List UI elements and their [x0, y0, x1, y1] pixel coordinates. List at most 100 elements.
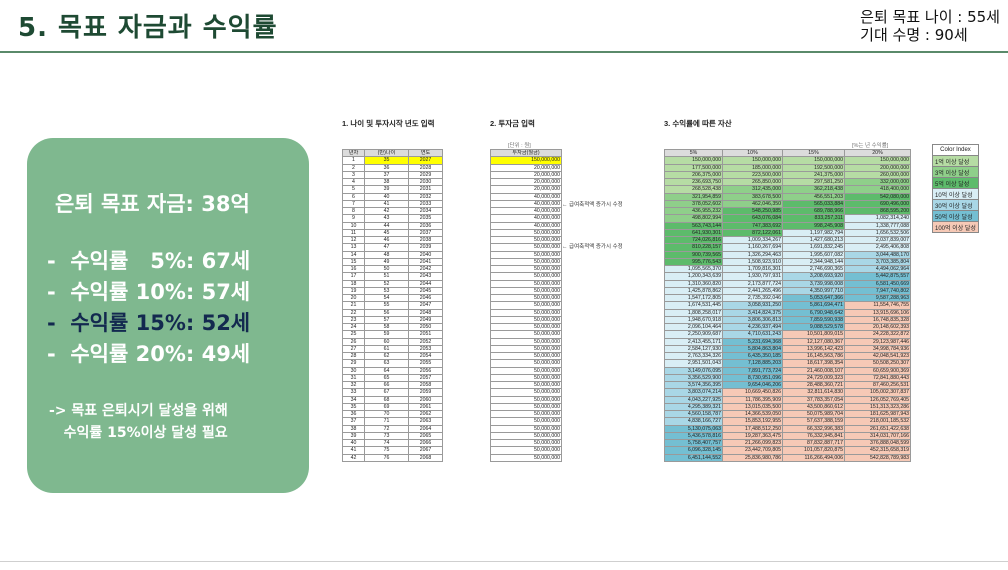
- table-row: 25 59 2051: [342, 330, 443, 339]
- cell-investment: 50,000,000: [490, 315, 562, 325]
- cell-asset-value: 236,693,750: [664, 177, 723, 187]
- title-divider: [0, 51, 1008, 53]
- cell-year: 2065: [408, 431, 443, 441]
- cell-asset-value: 9,654,046,206: [722, 380, 783, 390]
- cell-age: 55: [364, 301, 409, 310]
- cell-age: 66: [364, 380, 409, 390]
- cell-asset-value: 32,811,614,830: [782, 388, 845, 397]
- cell-investment: 50,000,000: [490, 250, 562, 259]
- cell-asset-value: 314,031,707,166: [844, 431, 911, 441]
- cell-asset-value: 20,148,602,393: [844, 322, 911, 332]
- cell-year-index: 36: [342, 409, 365, 419]
- table-row: 4,560,158,787 14,366,539,050 50,075,989,70…: [664, 409, 911, 419]
- table-row: 50,000,000: [490, 308, 562, 317]
- cell-age: 54: [364, 293, 409, 303]
- table-row: 50,000,000: [490, 279, 562, 288]
- cell-investment: 50,000,000: [490, 402, 562, 412]
- cell-investment: 50,000,000: [490, 322, 562, 332]
- table-row: 2 36 2028: [342, 163, 443, 172]
- cell-asset-value: 1,197,982,794: [782, 228, 845, 238]
- cell-asset-value: 9,088,529,578: [782, 322, 845, 332]
- cell-asset-value: 452,315,658,319: [844, 446, 911, 455]
- cell-asset-value: 72,841,880,443: [844, 373, 911, 383]
- table-row: 50,000,000: [490, 438, 562, 448]
- table-row: 236,693,750 265,850,000 297,581,250 332,000…: [664, 177, 911, 187]
- table-row: 50,000,000: [490, 417, 562, 426]
- cell-asset-value: 185,000,000: [722, 163, 783, 172]
- col-header-rate-5: 5%: [664, 148, 723, 158]
- table-row: 29 63 2055: [342, 359, 443, 368]
- asset-growth-table: 5% 10% 15% 20% 150,000,000 150,000,000 150…: [664, 148, 911, 462]
- table-row: 14 48 2040: [342, 250, 443, 259]
- cell-investment: 150,000,000: [490, 156, 562, 165]
- cell-year: 2050: [408, 322, 443, 332]
- table-row: 50,000,000: [490, 344, 562, 354]
- table-row: 50,000,000: [490, 351, 562, 361]
- cell-year: 2064: [408, 424, 443, 433]
- table-row: 378,052,602 462,046,350 565,033,884 690,496…: [664, 199, 911, 209]
- table-row: 20,000,000: [490, 177, 562, 187]
- cell-asset-value: 6,451,144,552: [664, 453, 723, 462]
- table-row: 1,425,878,862 2,441,265,496 4,350,997,710 7…: [664, 286, 911, 296]
- table-row: 24 58 2050: [342, 322, 443, 332]
- cell-asset-value: 21,266,099,823: [722, 438, 783, 448]
- cell-investment: 40,000,000: [490, 199, 562, 209]
- cell-asset-value: 747,383,692: [722, 221, 783, 230]
- cell-asset-value: 2,037,839,007: [844, 235, 911, 245]
- note-line-1: -> 목표 은퇴시기 달성을 위해: [49, 403, 228, 419]
- bottom-divider: [0, 561, 1008, 562]
- retire-age-label: 은퇴 목표 나이 : 55세: [860, 8, 1000, 26]
- cell-year-index: 8: [342, 206, 365, 216]
- cell-year: 2044: [408, 279, 443, 288]
- table-row: 27 61 2053: [342, 344, 443, 354]
- cell-asset-value: 312,435,000: [722, 185, 783, 194]
- cell-asset-value: 995,776,543: [664, 257, 723, 267]
- table-row: 50,000,000: [490, 446, 562, 455]
- cell-investment: 50,000,000: [490, 330, 562, 339]
- cell-asset-value: 462,046,350: [722, 199, 783, 209]
- cell-asset-value: 5,130,075,063: [664, 424, 723, 433]
- table-row: 5,758,407,757 21,266,099,823 87,832,887,71…: [664, 438, 911, 448]
- rate-list: - 수익률 5%: 67세 - 수익률 10%: 57세 - 수익률 15%: …: [47, 246, 250, 370]
- cell-asset-value: 332,000,000: [844, 177, 911, 187]
- cell-asset-value: 150,000,000: [782, 156, 845, 165]
- cell-year: 2039: [408, 243, 443, 252]
- cell-asset-value: 542,828,789,983: [844, 453, 911, 462]
- retirement-info: 은퇴 목표 나이 : 55세 기대 수명 : 90세: [860, 8, 1000, 44]
- cell-year: 2053: [408, 344, 443, 354]
- table-row: 4 38 2030: [342, 177, 443, 187]
- table-row: 50,000,000: [490, 431, 562, 441]
- legend-row: 30억 이상 달성: [932, 199, 979, 211]
- cell-year: 2056: [408, 366, 443, 375]
- cell-asset-value: 4,043,227,925: [664, 395, 723, 404]
- cell-asset-value: 87,832,887,717: [782, 438, 845, 448]
- cell-age: 46: [364, 235, 409, 245]
- cell-asset-value: 37,783,357,054: [782, 395, 845, 404]
- cell-asset-value: 7,947,740,802: [844, 286, 911, 296]
- cell-age: 50: [364, 264, 409, 274]
- cell-asset-value: 11,786,395,909: [722, 395, 783, 404]
- cell-year: 2048: [408, 308, 443, 317]
- cell-investment: 50,000,000: [490, 235, 562, 245]
- table-row: 20 54 2046: [342, 293, 443, 303]
- cell-asset-value: 1,009,334,267: [722, 235, 783, 245]
- cell-age: 37: [364, 170, 409, 180]
- table-row: 40 74 2066: [342, 438, 443, 448]
- cell-asset-value: 498,802,994: [664, 214, 723, 223]
- cell-year: 2038: [408, 235, 443, 245]
- table-row: 20,000,000: [490, 185, 562, 194]
- investment-table: 투자금(월금) 150,000,000 20,000,000 20,000,000 2…: [490, 148, 562, 462]
- cell-age: 40: [364, 192, 409, 201]
- cell-asset-value: 206,375,000: [664, 170, 723, 180]
- cell-asset-value: 542,080,000: [844, 192, 911, 201]
- cell-asset-value: 2,951,501,043: [664, 359, 723, 368]
- cell-asset-value: 5,053,647,366: [782, 293, 845, 303]
- cell-investment: 40,000,000: [490, 192, 562, 201]
- table-row: 42 76 2068: [342, 453, 443, 462]
- cell-year: 2054: [408, 351, 443, 361]
- legend-header: Color Index: [932, 144, 979, 156]
- cell-year-index: 20: [342, 293, 365, 303]
- cell-year: 2051: [408, 330, 443, 339]
- cell-age: 39: [364, 185, 409, 194]
- table-row: 6 40 2032: [342, 192, 443, 201]
